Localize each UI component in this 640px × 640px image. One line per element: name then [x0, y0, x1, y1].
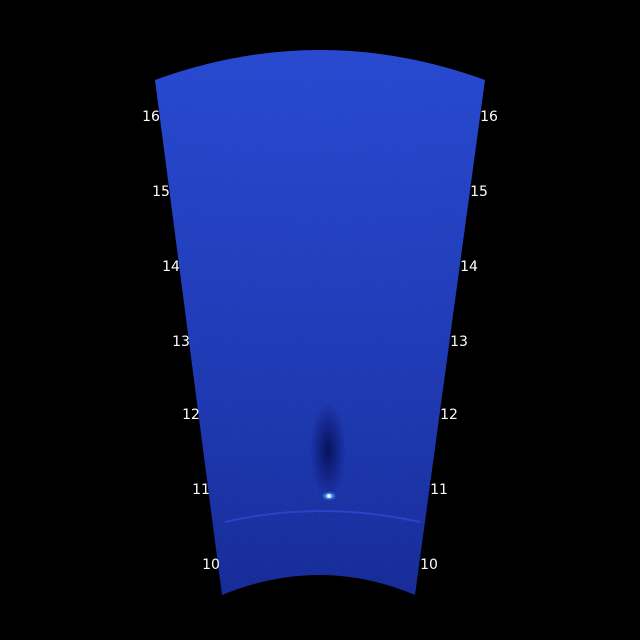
range-label-right-13: 13	[450, 334, 468, 350]
range-label-left-10: 10	[202, 557, 220, 573]
range-label-right-12: 12	[440, 407, 458, 423]
range-label-left-13: 13	[172, 334, 190, 350]
target-shadow	[310, 402, 346, 498]
range-label-left-14: 14	[162, 259, 180, 275]
seabed-return-line	[224, 510, 421, 523]
range-label-left-15: 15	[152, 184, 170, 200]
range-label-left-12: 12	[182, 407, 200, 423]
range-label-left-16: 16	[142, 109, 160, 125]
range-label-right-11: 11	[430, 482, 448, 498]
target-echo-core	[327, 494, 331, 498]
range-label-right-14: 14	[460, 259, 478, 275]
range-label-right-16: 16	[480, 109, 498, 125]
range-label-right-15: 15	[470, 184, 488, 200]
sonar-speckle-texture	[155, 50, 485, 595]
range-label-right-10: 10	[420, 557, 438, 573]
range-label-left-11: 11	[192, 482, 210, 498]
